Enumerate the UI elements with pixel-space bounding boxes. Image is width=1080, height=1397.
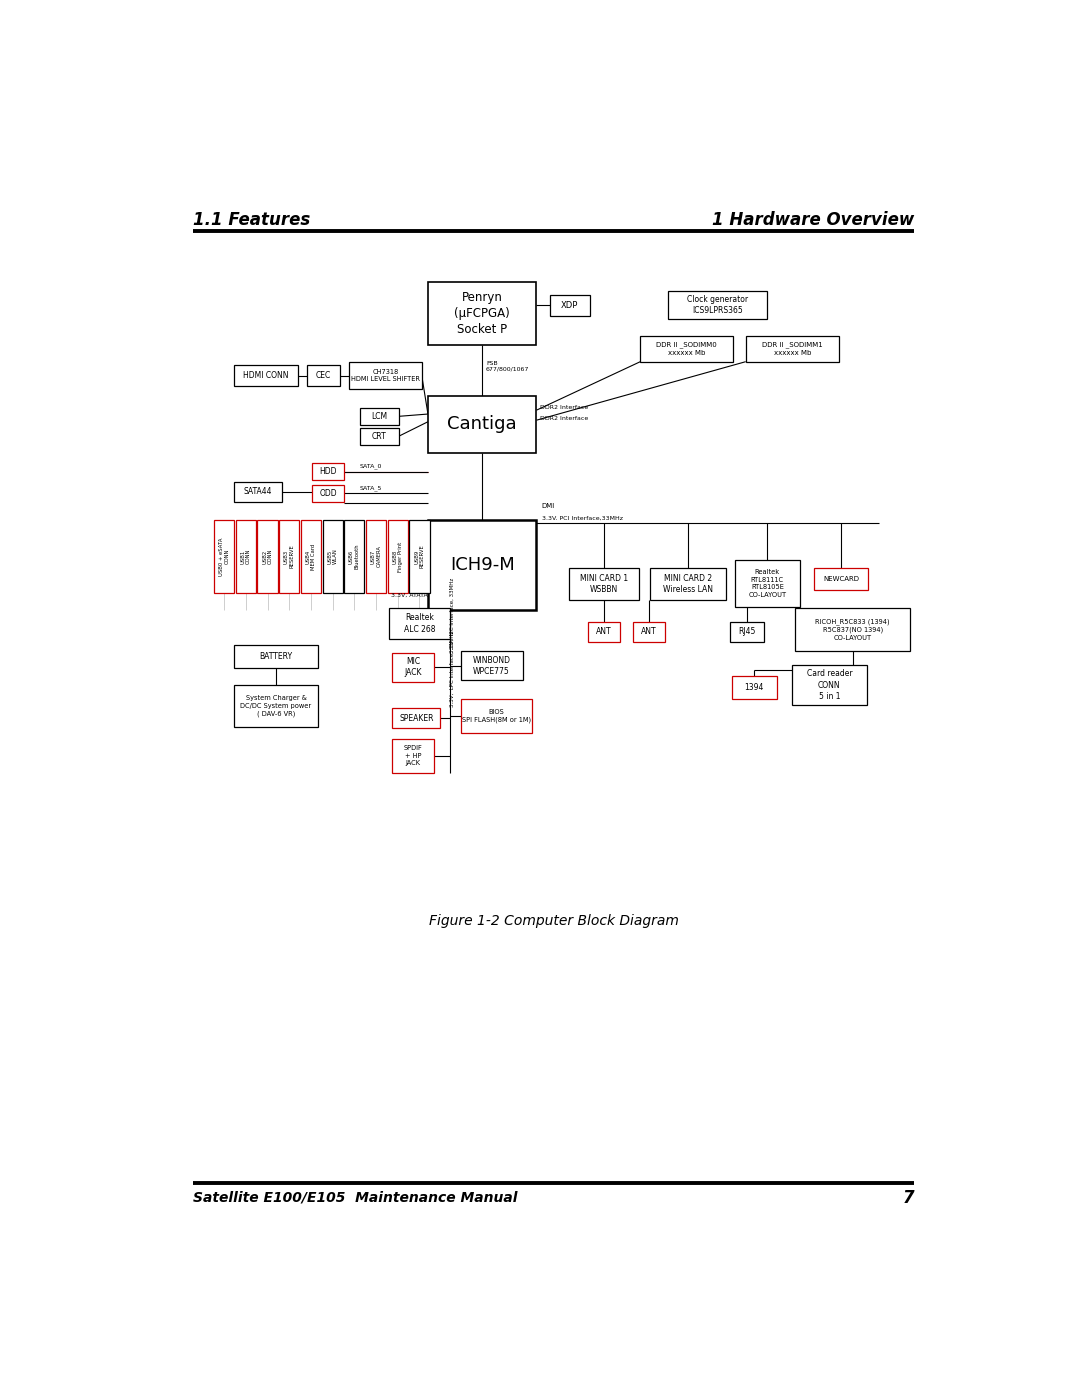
Text: 3.3V,  I2C Interface, 33MHz: 3.3V, I2C Interface, 33MHz — [450, 577, 456, 652]
Text: USB4
MEM Card: USB4 MEM Card — [306, 543, 316, 570]
Text: 1394: 1394 — [744, 683, 764, 692]
Bar — [392, 652, 434, 682]
Text: SPEAKER: SPEAKER — [400, 714, 433, 722]
Bar — [360, 427, 399, 444]
Bar — [366, 520, 387, 592]
Bar — [409, 520, 430, 592]
Bar — [349, 362, 422, 390]
Text: RICOH_R5C833 (1394)
R5C837(NO 1394)
CO-LAYOUT: RICOH_R5C833 (1394) R5C837(NO 1394) CO-L… — [815, 619, 890, 641]
Bar — [745, 335, 839, 362]
Bar — [428, 282, 537, 345]
Text: System Charger &
DC/DC System power
( DAV-6 VR): System Charger & DC/DC System power ( DA… — [241, 696, 312, 717]
Bar — [730, 622, 765, 643]
Bar — [345, 520, 364, 592]
Text: BIOS
SPI FLASH(8M or 1M): BIOS SPI FLASH(8M or 1M) — [461, 708, 530, 722]
Text: MIC
JACK: MIC JACK — [405, 658, 422, 678]
Bar — [301, 520, 321, 592]
Bar — [307, 365, 339, 387]
Text: HDMI CONN: HDMI CONN — [243, 372, 288, 380]
Bar — [633, 622, 665, 643]
Text: USB7
CAMERA: USB7 CAMERA — [370, 545, 381, 567]
Text: FSB
677/800/1067: FSB 677/800/1067 — [486, 360, 529, 372]
Bar — [588, 622, 620, 643]
Bar — [312, 464, 345, 481]
Bar — [257, 520, 278, 592]
Text: DMI: DMI — [542, 503, 555, 510]
Text: XDP: XDP — [562, 300, 579, 310]
Bar — [814, 569, 868, 590]
Text: HDD: HDD — [320, 467, 337, 476]
Bar — [235, 520, 256, 592]
Bar — [649, 569, 726, 601]
Text: USB8
Finger Print: USB8 Finger Print — [392, 542, 403, 571]
Text: Realtek
RTL8111C
RTL8105E
CO-LAYOUT: Realtek RTL8111C RTL8105E CO-LAYOUT — [748, 569, 786, 598]
Text: 1.1 Features: 1.1 Features — [193, 211, 310, 229]
Text: WINBOND
WPCE775: WINBOND WPCE775 — [473, 655, 511, 676]
Text: SATA_0: SATA_0 — [360, 464, 382, 469]
Text: Satellite E100/E105  Maintenance Manual: Satellite E100/E105 Maintenance Manual — [193, 1190, 517, 1204]
Text: BATTERY: BATTERY — [259, 652, 293, 661]
Bar — [388, 520, 408, 592]
Bar — [734, 560, 800, 606]
Text: NEWCARD: NEWCARD — [823, 576, 859, 581]
Bar — [312, 485, 345, 502]
Text: USB2
CONN: USB2 CONN — [262, 549, 273, 564]
Bar — [569, 569, 638, 601]
Bar — [234, 685, 318, 726]
Text: USB1
CONN: USB1 CONN — [241, 549, 252, 564]
Bar — [234, 365, 298, 387]
Text: Figure 1-2 Computer Block Diagram: Figure 1-2 Computer Block Diagram — [429, 914, 678, 928]
Bar — [460, 698, 531, 733]
Bar — [428, 520, 537, 609]
Text: ODD: ODD — [320, 489, 337, 497]
Text: 1 Hardware Overview: 1 Hardware Overview — [712, 211, 914, 229]
Text: SPDIF
+ HP
JACK: SPDIF + HP JACK — [404, 746, 422, 767]
Bar — [732, 676, 777, 698]
Text: ANT: ANT — [596, 627, 611, 637]
Bar — [795, 608, 910, 651]
Bar — [550, 295, 590, 316]
Text: 3.3V,  LPC Interface, 33MHz: 3.3V, LPC Interface, 33MHz — [450, 630, 456, 707]
Bar — [234, 645, 318, 668]
Text: USB9
RESERVE: USB9 RESERVE — [414, 545, 424, 569]
Bar — [234, 482, 282, 502]
Text: ICH9-M: ICH9-M — [450, 556, 514, 574]
Bar — [460, 651, 523, 680]
Text: DDR2 Interface: DDR2 Interface — [540, 416, 588, 420]
Bar — [279, 520, 299, 592]
Text: Realtek
ALC 268: Realtek ALC 268 — [404, 613, 435, 633]
Text: CH7318
HDMI LEVEL SHIFTER: CH7318 HDMI LEVEL SHIFTER — [351, 369, 420, 383]
Text: ANT: ANT — [642, 627, 657, 637]
Text: USB6
Bluetooth: USB6 Bluetooth — [349, 543, 360, 570]
Text: CEC: CEC — [315, 372, 330, 380]
Text: Clock generator
ICS9LPRS365: Clock generator ICS9LPRS365 — [687, 295, 748, 314]
Text: RJ45: RJ45 — [739, 627, 756, 637]
Bar — [214, 520, 234, 592]
Text: DDR2 Interface: DDR2 Interface — [540, 405, 588, 409]
Text: DDR II _SODIMM0
xxxxxx Mb: DDR II _SODIMM0 xxxxxx Mb — [657, 341, 717, 356]
Bar — [392, 739, 434, 773]
Text: 3.3V, ATATA: 3.3V, ATATA — [391, 592, 428, 598]
Bar — [669, 291, 768, 319]
Text: Cantiga: Cantiga — [447, 415, 517, 433]
Text: USB5
WLAN: USB5 WLAN — [327, 549, 338, 564]
Bar — [323, 520, 342, 592]
Text: DDR II _SODIMM1
xxxxxx Mb: DDR II _SODIMM1 xxxxxx Mb — [761, 341, 823, 356]
Text: 3.3V. PCI Interface,33MHz: 3.3V. PCI Interface,33MHz — [542, 515, 623, 521]
Text: Card reader
CONN
5 in 1: Card reader CONN 5 in 1 — [807, 669, 852, 701]
Text: 7: 7 — [902, 1189, 914, 1207]
Text: SATA44: SATA44 — [244, 488, 272, 496]
Text: Penryn
(µFCPGA)
Socket P: Penryn (µFCPGA) Socket P — [455, 291, 510, 335]
Text: LCM: LCM — [372, 412, 388, 420]
Text: SATA_5: SATA_5 — [360, 485, 382, 490]
Bar — [640, 335, 733, 362]
Bar — [428, 395, 537, 453]
Bar — [389, 608, 449, 638]
Text: MINI CARD 2
Wireless LAN: MINI CARD 2 Wireless LAN — [662, 574, 713, 594]
Bar — [793, 665, 866, 705]
Bar — [360, 408, 399, 425]
Text: USB3
RESERVE: USB3 RESERVE — [284, 545, 295, 569]
Text: USB0 + eSATA
CONN: USB0 + eSATA CONN — [219, 538, 230, 576]
Text: CRT: CRT — [372, 432, 387, 441]
Bar — [392, 708, 441, 728]
